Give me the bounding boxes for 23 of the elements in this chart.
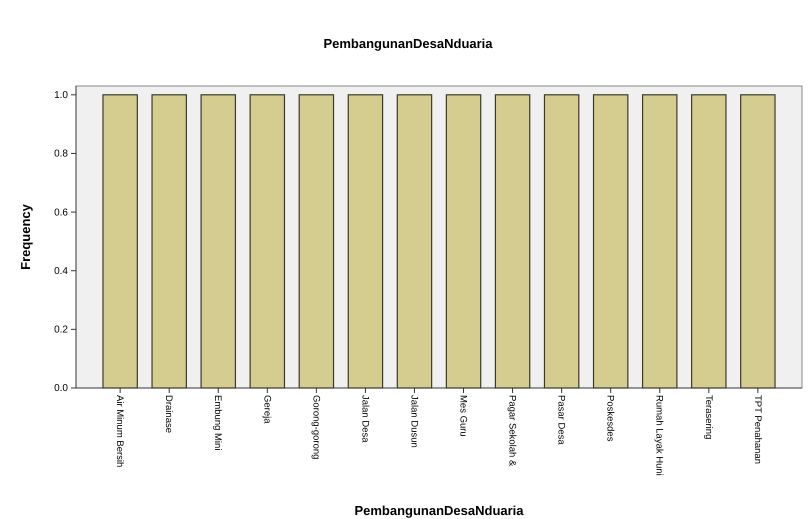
x-tick-label: Embung Mini	[212, 395, 224, 450]
y-tick-label: 0.6	[54, 207, 68, 218]
y-tick-label: 0.4	[54, 266, 68, 277]
x-tick-label: Pagar Sekolah &	[506, 395, 518, 467]
x-tick-label: Air Minum Bersih	[114, 395, 126, 468]
x-tick-label: Jalan Dusun	[408, 395, 420, 448]
y-tick-label: 0.0	[54, 383, 68, 394]
x-tick-label: Pasar Desa	[556, 395, 567, 446]
x-tick-label: Jalan Desa	[359, 395, 370, 444]
y-axis-title: Frequency	[18, 203, 33, 270]
x-tick-label: Drainase	[163, 395, 174, 434]
x-tick-label: Mes Guru	[457, 395, 468, 437]
y-tick-label: 0.2	[54, 324, 68, 336]
x-tick-label: Rumah Layak Huni	[654, 395, 665, 476]
x-tick-label: Terasering	[702, 395, 714, 440]
y-tick-label: 0.8	[54, 148, 68, 160]
y-tick-label: 1.0	[54, 90, 68, 101]
x-axis-title: PembangunanDesaNduaria	[354, 503, 524, 518]
chart-title: PembangunanDesaNduaria	[323, 36, 494, 51]
x-tick-label: TPT Penahanan	[752, 395, 763, 464]
x-tick-label: Poskesdes	[604, 395, 616, 442]
x-tick-label: Gereja	[261, 395, 272, 424]
x-tick-label: Gorong-gorong	[310, 395, 322, 460]
